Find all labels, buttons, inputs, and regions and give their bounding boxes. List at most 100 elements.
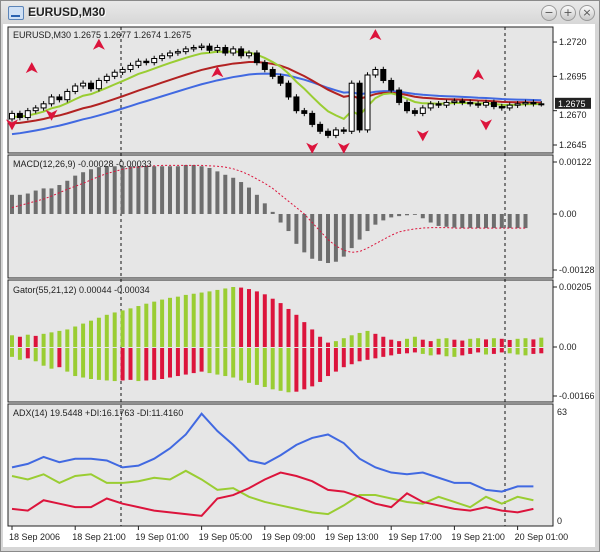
gator-upper-bar <box>262 294 267 347</box>
gator-upper-bar <box>436 338 441 347</box>
candle <box>16 112 23 119</box>
macd-histogram-bar <box>341 214 346 257</box>
candle <box>459 100 466 103</box>
gator-upper-bar <box>310 329 315 347</box>
gator-lower-bar <box>326 348 330 377</box>
candle <box>214 47 221 51</box>
macd-histogram-bar <box>128 166 133 214</box>
gator-lower-bar <box>175 348 180 377</box>
chart-area[interactable]: EURUSD,M30 1.2675 1.2677 1.2674 1.2675 M… <box>3 24 595 547</box>
arrow-up-icon <box>211 66 224 78</box>
gator-upper-bar <box>491 338 496 347</box>
gator-tick-label: 0.00205 <box>559 282 592 292</box>
price-tick-label: 1.2670 <box>559 110 587 120</box>
gator-lower-bar <box>262 348 267 387</box>
gator-lower-bar <box>33 348 38 362</box>
macd-histogram-bar <box>294 214 299 244</box>
time-tick-label: 19 Sep 01:00 <box>135 532 189 542</box>
gator-upper-bar <box>357 332 362 347</box>
candle <box>348 82 355 132</box>
gator-upper-bar <box>81 323 86 347</box>
macd-histogram-bar <box>326 214 330 264</box>
macd-histogram-bar <box>81 172 86 214</box>
gator-lower-bar <box>420 348 425 354</box>
macd-histogram-bar <box>168 166 172 214</box>
gator-lower-bar <box>389 348 394 356</box>
candle <box>135 60 142 66</box>
candle <box>380 68 387 81</box>
gator-lower-bar <box>49 348 54 369</box>
macd-histogram-bar <box>333 214 338 262</box>
adx-line <box>11 412 534 493</box>
gator-upper-bar <box>507 339 512 347</box>
macd-histogram-bar <box>247 187 251 214</box>
price-tick-label: 1.2720 <box>559 37 587 47</box>
gator-tick-label: 0.00 <box>559 342 577 352</box>
macd-histogram-bar <box>57 185 62 214</box>
minus-icon: − <box>544 6 554 19</box>
gator-lower-bar <box>428 348 433 356</box>
title-bar[interactable]: EURUSD,M30 − + × <box>1 1 599 25</box>
candle <box>514 103 521 106</box>
macd-histogram-bar <box>10 194 14 214</box>
macd-histogram-bar <box>286 214 291 232</box>
macd-histogram-bar <box>207 167 212 214</box>
gator-upper-bar <box>531 339 536 347</box>
macd-histogram-bar <box>270 211 275 214</box>
candle <box>159 55 166 60</box>
gator-upper-bar <box>17 336 22 347</box>
gator-upper-bar <box>476 338 481 347</box>
candle <box>427 103 434 109</box>
adx-panel-label: ADX(14) 19.5448 +DI:16.1763 -DI:11.4160 <box>13 408 183 418</box>
candle <box>261 62 268 70</box>
price-tick-label: 1.2695 <box>559 71 587 81</box>
minimize-button[interactable]: − <box>541 5 557 21</box>
macd-histogram-bar <box>199 166 204 214</box>
gator-upper-bar <box>175 296 180 347</box>
maximize-button[interactable]: + <box>560 5 576 21</box>
macd-tick-label: -0.00128 <box>559 265 595 275</box>
macd-histogram-bar <box>262 203 267 214</box>
candle <box>230 48 237 54</box>
gator-upper-bar <box>405 338 409 347</box>
gator-upper-bar <box>57 330 62 347</box>
macd-histogram-bar <box>310 214 315 259</box>
macd-histogram-bar <box>428 214 433 223</box>
main-panel-label: EURUSD,M30 1.2675 1.2677 1.2674 1.2675 <box>13 30 191 40</box>
slow-moving-average-line <box>11 72 542 136</box>
candle <box>317 123 324 132</box>
gator-lower-bar <box>484 348 488 355</box>
gator-lower-bar <box>397 348 402 354</box>
macd-histogram-bar <box>373 214 378 225</box>
gator-lower-bar <box>128 348 133 380</box>
arrow-down-icon <box>337 142 350 154</box>
gator-lower-bar <box>239 348 244 381</box>
candle <box>119 68 126 73</box>
macd-histogram-bar <box>318 214 323 261</box>
gator-upper-bar <box>286 308 291 347</box>
macd-histogram-bar <box>420 214 425 219</box>
macd-histogram-bar <box>120 166 125 214</box>
candle <box>174 51 181 54</box>
macd-histogram-bar <box>112 166 117 214</box>
candle <box>435 103 442 106</box>
gator-upper-bar <box>452 339 457 347</box>
macd-histogram-bar <box>239 182 244 214</box>
gator-upper-bar <box>460 340 465 347</box>
gator-lower-bar <box>405 348 409 354</box>
gator-upper-bar <box>326 342 330 347</box>
chart-canvas[interactable]: EURUSD,M30 1.2675 1.2677 1.2674 1.2675 M… <box>3 24 595 547</box>
gator-upper-bar <box>96 317 101 347</box>
gator-lower-bar <box>73 348 78 377</box>
gator-upper-bar <box>89 320 93 347</box>
arrow-down-icon <box>306 142 319 154</box>
close-button[interactable]: × <box>579 5 595 21</box>
gator-lower-bar <box>373 348 378 359</box>
gator-lower-bar <box>10 348 14 357</box>
gator-upper-bar <box>183 294 188 347</box>
gator-upper-bar <box>144 303 149 347</box>
gator-lower-bar <box>136 348 141 382</box>
candle <box>396 89 403 103</box>
candle <box>40 103 47 109</box>
candle <box>64 90 71 101</box>
